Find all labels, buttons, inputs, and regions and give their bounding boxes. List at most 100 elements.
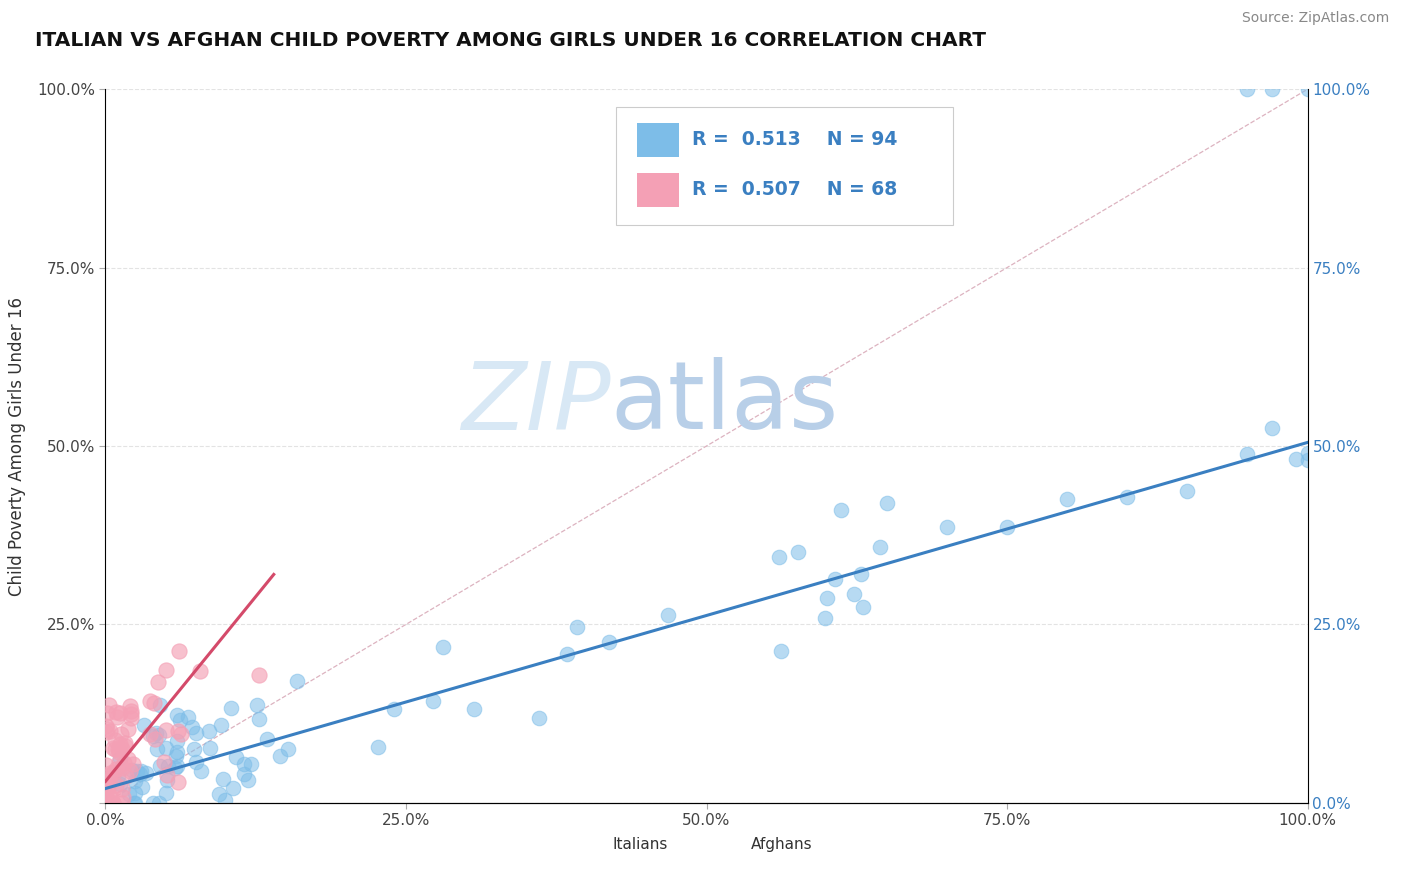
Point xyxy=(166,734,188,748)
Point xyxy=(98,790,121,805)
Point xyxy=(232,767,254,781)
Point xyxy=(114,736,136,750)
Point xyxy=(209,718,232,732)
Point xyxy=(1236,447,1258,461)
Point xyxy=(96,781,118,796)
Point xyxy=(214,793,236,807)
Point xyxy=(145,726,167,740)
Point xyxy=(149,759,172,773)
Bar xyxy=(718,833,745,856)
Point xyxy=(118,787,141,801)
Point xyxy=(769,644,792,658)
Point xyxy=(285,673,308,688)
Point xyxy=(94,796,117,810)
Point xyxy=(124,796,146,810)
Point xyxy=(125,764,148,778)
Point xyxy=(1236,82,1258,96)
Point xyxy=(768,549,790,564)
Point xyxy=(167,723,190,738)
Point xyxy=(105,710,128,724)
Point xyxy=(146,742,169,756)
Point xyxy=(188,665,211,679)
Point xyxy=(842,587,865,601)
Point xyxy=(166,745,188,759)
Point xyxy=(167,775,190,789)
Y-axis label: Child Poverty Among Girls Under 16: Child Poverty Among Girls Under 16 xyxy=(8,296,25,596)
Point xyxy=(208,787,231,801)
Point xyxy=(131,780,153,795)
Point xyxy=(148,728,170,742)
Point xyxy=(198,723,221,738)
Point xyxy=(849,567,872,582)
Bar xyxy=(637,173,679,207)
Point xyxy=(814,611,837,625)
Point xyxy=(135,766,157,780)
Point xyxy=(830,503,852,517)
Point xyxy=(156,758,179,772)
Point xyxy=(98,772,121,786)
Point xyxy=(94,796,117,810)
Point xyxy=(555,647,578,661)
Point xyxy=(104,732,127,747)
Point xyxy=(1296,82,1319,96)
Point xyxy=(103,796,125,810)
Point xyxy=(1296,445,1319,459)
Point xyxy=(104,742,127,756)
Point xyxy=(96,787,118,801)
Point xyxy=(277,742,299,756)
Point xyxy=(167,644,190,658)
Point xyxy=(103,740,125,755)
Point xyxy=(94,719,117,733)
Point xyxy=(1284,452,1306,467)
Point xyxy=(100,789,122,804)
Point xyxy=(422,694,444,708)
Text: Italians: Italians xyxy=(613,838,668,853)
Point xyxy=(97,780,120,795)
Point xyxy=(155,723,177,737)
Point xyxy=(96,723,118,737)
Point xyxy=(115,770,138,784)
Point xyxy=(876,496,898,510)
Point xyxy=(107,742,129,756)
Point xyxy=(149,698,172,712)
Point xyxy=(142,729,165,743)
Point xyxy=(124,774,146,789)
Point xyxy=(240,756,263,771)
Point xyxy=(177,710,200,724)
Point xyxy=(1056,492,1078,507)
Point xyxy=(529,711,551,725)
Point xyxy=(128,767,150,781)
Point xyxy=(104,705,127,719)
Point xyxy=(155,786,177,800)
Point xyxy=(142,696,165,710)
Point xyxy=(852,600,875,615)
Point xyxy=(103,764,125,779)
Point xyxy=(221,700,243,714)
Point xyxy=(269,749,291,764)
Point xyxy=(598,634,620,648)
Point xyxy=(869,540,891,554)
Point xyxy=(212,772,235,786)
Text: atlas: atlas xyxy=(610,357,838,450)
Point xyxy=(122,757,145,772)
Point xyxy=(104,762,127,776)
Point xyxy=(181,720,204,734)
Point xyxy=(1260,420,1282,434)
Point xyxy=(198,741,221,756)
Point xyxy=(184,725,207,739)
Point xyxy=(463,702,485,716)
Point xyxy=(190,764,212,778)
Point xyxy=(824,572,846,586)
Point xyxy=(107,769,129,783)
Point xyxy=(995,520,1018,534)
Point xyxy=(432,640,454,655)
Point xyxy=(815,591,838,606)
Text: ITALIAN VS AFGHAN CHILD POVERTY AMONG GIRLS UNDER 16 CORRELATION CHART: ITALIAN VS AFGHAN CHILD POVERTY AMONG GI… xyxy=(35,31,986,50)
Point xyxy=(236,773,259,788)
Point xyxy=(166,707,188,722)
Point xyxy=(105,778,128,792)
Point xyxy=(98,768,121,782)
Point xyxy=(247,668,270,682)
Point xyxy=(163,761,186,775)
Point xyxy=(148,674,170,689)
